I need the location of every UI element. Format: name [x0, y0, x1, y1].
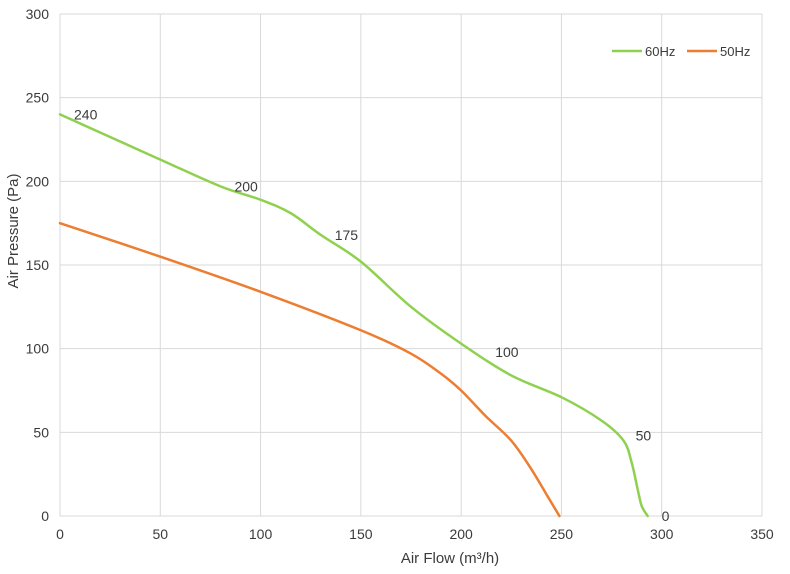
legend: 60Hz 50Hz: [612, 44, 750, 59]
y-tick-label: 50: [33, 424, 49, 440]
legend-label: 50Hz: [720, 44, 750, 59]
x-tick-label: 250: [550, 526, 574, 542]
x-tick-label: 350: [750, 526, 774, 542]
series-line-60hz: [58, 113, 649, 518]
y-tick-label: 150: [26, 257, 50, 273]
data-label: 175: [335, 227, 359, 243]
grid: [59, 13, 763, 517]
data-label: 200: [234, 178, 258, 194]
y-axis-title: Air Pressure (Pa): [5, 173, 22, 288]
data-label: 0: [662, 508, 670, 524]
tick-labels: 0 50 100 150 200 250 300 350 0 50 100 150 200 250 300: [26, 6, 774, 542]
y-tick-label: 0: [41, 508, 49, 524]
data-labels: 240 200 175 100 50 0: [74, 106, 670, 524]
x-tick-label: 50: [152, 526, 168, 542]
data-label: 100: [495, 344, 519, 360]
x-tick-label: 0: [56, 526, 64, 542]
legend-label: 60Hz: [645, 44, 675, 59]
x-tick-label: 200: [449, 526, 473, 542]
x-tick-label: 150: [349, 526, 373, 542]
y-tick-label: 250: [26, 90, 50, 106]
data-label: 240: [74, 106, 98, 122]
y-tick-label: 300: [26, 6, 50, 22]
x-axis-title: Air Flow (m³/h): [401, 550, 499, 567]
series-line-50hz: [58, 221, 561, 518]
y-tick-label: 100: [26, 341, 50, 357]
x-tick-label: 100: [249, 526, 273, 542]
data-label: 50: [636, 428, 652, 444]
x-tick-label: 300: [650, 526, 674, 542]
y-tick-label: 200: [26, 173, 50, 189]
series-layer: [58, 113, 649, 518]
